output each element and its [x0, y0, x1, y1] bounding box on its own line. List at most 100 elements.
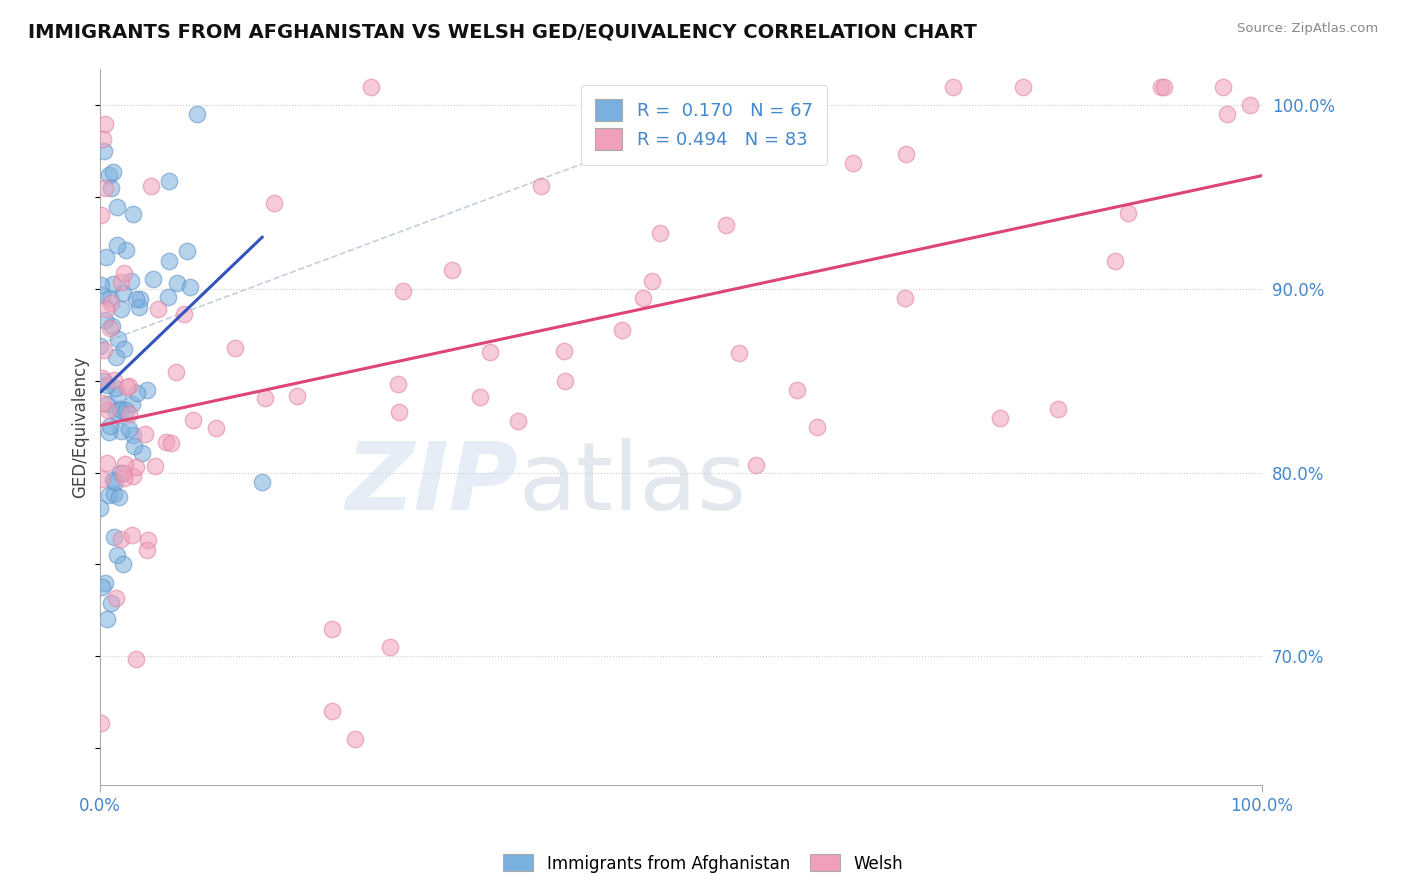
Point — [129, 292, 152, 306]
Point — [321, 704, 343, 718]
Point — [121, 427, 143, 442]
Point — [1239, 98, 1261, 112]
Point — [745, 458, 768, 472]
Point — [103, 373, 125, 387]
Point — [139, 179, 162, 194]
Point — [100, 418, 122, 433]
Point — [97, 168, 120, 182]
Point — [344, 731, 367, 746]
Point — [120, 274, 142, 288]
Point — [100, 181, 122, 195]
Point — [118, 407, 141, 421]
Point — [728, 346, 751, 360]
Point — [136, 383, 159, 397]
Point — [1116, 205, 1139, 219]
Point — [159, 254, 181, 268]
Point — [166, 276, 188, 290]
Point — [91, 472, 114, 486]
Point — [716, 218, 738, 232]
Point — [360, 79, 382, 94]
Point — [121, 528, 143, 542]
Point — [96, 397, 118, 411]
Point — [530, 179, 553, 194]
Point — [104, 351, 127, 365]
Point — [1150, 79, 1173, 94]
Text: IMMIGRANTS FROM AFGHANISTAN VS WELSH GED/EQUIVALENCY CORRELATION CHART: IMMIGRANTS FROM AFGHANISTAN VS WELSH GED… — [28, 22, 977, 41]
Point — [100, 596, 122, 610]
Point — [612, 323, 634, 337]
Point — [115, 243, 138, 257]
Point — [786, 383, 808, 397]
Point — [554, 374, 576, 388]
Point — [842, 156, 865, 170]
Point — [115, 380, 138, 394]
Point — [160, 435, 183, 450]
Point — [89, 500, 111, 515]
Point — [1012, 79, 1035, 94]
Point — [90, 396, 112, 410]
Point — [103, 487, 125, 501]
Point — [134, 427, 156, 442]
Point — [155, 435, 177, 450]
Point — [176, 244, 198, 259]
Legend: R =  0.170   N = 67, R = 0.494   N = 83: R = 0.170 N = 67, R = 0.494 N = 83 — [581, 85, 827, 165]
Point — [440, 263, 463, 277]
Point — [90, 278, 112, 293]
Point — [96, 301, 118, 316]
Point — [110, 275, 132, 289]
Point — [179, 280, 201, 294]
Point — [96, 612, 118, 626]
Point — [124, 293, 146, 307]
Point — [204, 421, 226, 435]
Point — [553, 344, 575, 359]
Point — [143, 458, 166, 473]
Point — [392, 285, 415, 299]
Point — [104, 381, 127, 395]
Point — [110, 301, 132, 316]
Point — [224, 341, 246, 355]
Point — [1212, 79, 1234, 94]
Point — [98, 425, 121, 440]
Point — [131, 446, 153, 460]
Point — [894, 147, 917, 161]
Point — [93, 144, 115, 158]
Point — [252, 475, 274, 489]
Point — [380, 640, 402, 654]
Point — [112, 342, 135, 356]
Point — [181, 413, 204, 427]
Y-axis label: GED/Equivalency: GED/Equivalency — [72, 356, 89, 498]
Point — [98, 321, 121, 335]
Point — [118, 422, 141, 436]
Point — [124, 439, 146, 453]
Point — [93, 343, 115, 357]
Point — [111, 466, 134, 480]
Point — [103, 165, 125, 179]
Point — [478, 344, 501, 359]
Point — [157, 290, 180, 304]
Point — [122, 207, 145, 221]
Point — [101, 473, 124, 487]
Point — [470, 390, 492, 404]
Point — [90, 208, 112, 222]
Text: atlas: atlas — [519, 438, 747, 530]
Point — [806, 420, 828, 434]
Point — [263, 196, 285, 211]
Point — [94, 181, 117, 195]
Point — [107, 490, 129, 504]
Point — [105, 591, 128, 606]
Point — [640, 274, 662, 288]
Point — [98, 291, 121, 305]
Point — [186, 107, 208, 121]
Point — [105, 548, 128, 562]
Point — [94, 117, 117, 131]
Point — [96, 377, 118, 392]
Point — [121, 469, 143, 483]
Point — [105, 201, 128, 215]
Point — [1153, 79, 1175, 94]
Point — [121, 397, 143, 411]
Point — [1216, 107, 1239, 121]
Point — [93, 374, 115, 388]
Legend: Immigrants from Afghanistan, Welsh: Immigrants from Afghanistan, Welsh — [496, 847, 910, 880]
Point — [93, 132, 115, 146]
Point — [387, 404, 409, 418]
